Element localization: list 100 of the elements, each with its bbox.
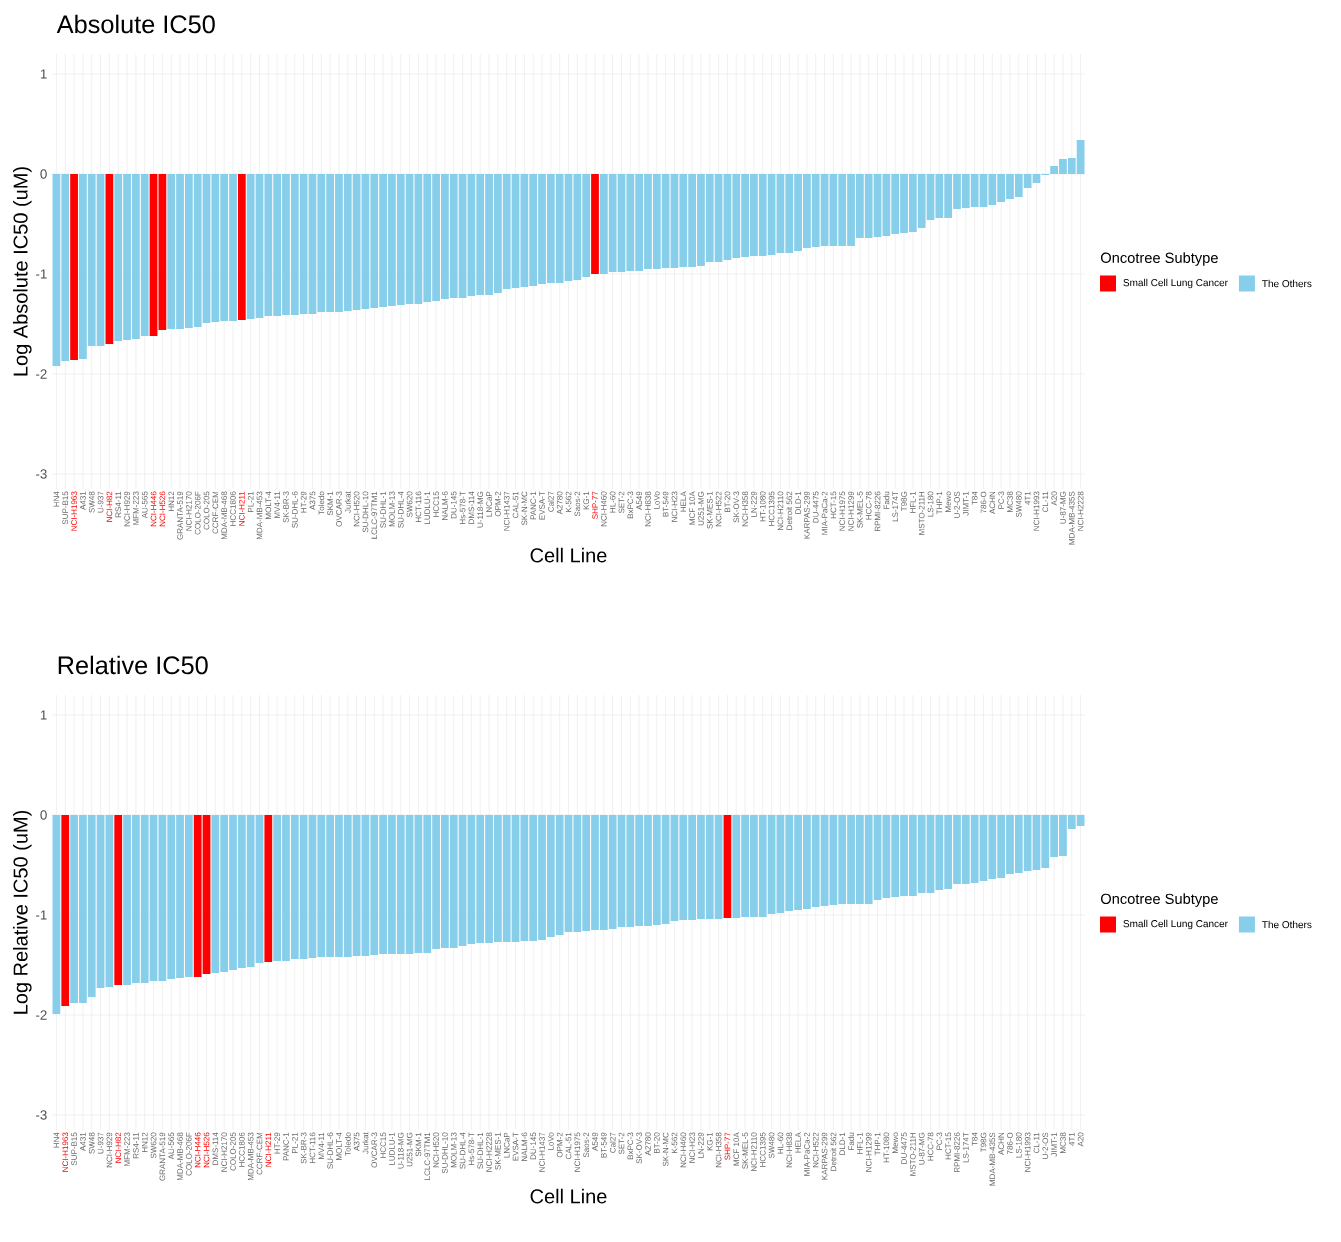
y-tick-label: -1 (36, 269, 47, 279)
x-tick-label: HN12 (141, 1132, 148, 1153)
x-tick-label: EVSA-T (539, 491, 545, 520)
x-tick-label: HT-29 (300, 491, 307, 513)
x-tick-label: PANC-1 (283, 1132, 289, 1161)
x-tick-label: MDA-MB-435S (989, 1132, 996, 1186)
x-tick-label: DLD-1 (795, 491, 801, 514)
x-tick-label: SU-DHL-6 (291, 491, 298, 528)
x-tick-label: CCRF-CEM (212, 491, 219, 534)
x-tick-label: RS4-11 (133, 1132, 139, 1159)
x-tick-label: A431 (80, 491, 86, 510)
x-tick-label: LUDLU-1 (389, 1132, 395, 1165)
x-tick-label: HCC1806 (230, 491, 236, 526)
x-tick-label: 786-O (1007, 1132, 1013, 1155)
x-tick-label: DMS-114 (212, 1132, 219, 1165)
x-tick-label: NCI-H358 (742, 491, 748, 527)
x-tick-label: SU-DHL-4 (459, 1132, 466, 1169)
x-tick-label: SU-DHL-10 (442, 1132, 448, 1174)
x-tick-label: SHP-77 (592, 491, 598, 519)
x-tick-label: SUP-B15 (62, 491, 69, 525)
x-tick-label: RS4-11 (115, 491, 122, 518)
x-tick-label: AU-565 (168, 1132, 175, 1160)
x-tick-label: HT-1080 (759, 491, 766, 522)
x-tick-label: NCI-H526 (203, 1132, 210, 1168)
x-tick-label: HN4 (53, 491, 60, 507)
x-tick-label: MDA-MB-468 (221, 491, 228, 540)
x-tick-label: MSTO-211H (918, 491, 925, 535)
x-tick-label: MSTO-211H (910, 1132, 916, 1176)
x-tick-label: SKM-1 (327, 491, 333, 516)
x-tick-label: THP-1 (874, 1132, 881, 1156)
x-tick-label: NALM-6 (442, 491, 448, 520)
x-tick-label: LN-229 (751, 491, 757, 517)
x-tick-label: NCI-H2228 (486, 1132, 492, 1172)
x-axis-title: Cell Line (530, 1188, 607, 1204)
x-tick-label: NCI-H211 (265, 1132, 272, 1167)
x-tick-label: SK-OV-3 (733, 491, 740, 523)
chart-title: Absolute IC50 (56, 14, 215, 34)
y-axis-title: Log Relative IC50 (uM) (12, 810, 32, 1014)
x-tick-label: KARPAS-299 (804, 491, 810, 539)
x-tick-label: MIA-PaCa-2 (804, 1132, 810, 1176)
x-tick-label: BT-549 (662, 491, 669, 517)
x-tick-label: Fadu (848, 1132, 854, 1150)
x-tick-label: SK-BR-3 (283, 491, 289, 523)
x-tick-label: BT-20 (653, 1132, 660, 1153)
x-tick-label: T84 (971, 491, 978, 505)
x-tick-label: Toledo (318, 491, 325, 515)
x-tick-label: HELA (680, 491, 687, 512)
x-tick-label: SK-BR-3 (300, 1132, 307, 1164)
x-tick-label: COLO-205 (203, 491, 210, 530)
x-tick-label: SET-2 (618, 1132, 625, 1155)
x-tick-label: SET-2 (618, 491, 625, 514)
x-tick-label: MFM-223 (133, 491, 139, 525)
x-tick-label: U-87-MG (918, 1132, 925, 1165)
bar (591, 173, 599, 274)
x-tick-label: NCI-H1963 (71, 491, 77, 531)
x-tick-label: PC-3 (998, 491, 1004, 509)
x-tick-label: NCI-H2170 (186, 491, 192, 531)
x-tick-label: HCT-116 (309, 1132, 316, 1164)
x-tick-label: MOLM-13 (450, 1132, 457, 1168)
x-tick-label: PANC-1 (530, 491, 537, 520)
x-tick-label: SU-DHL-1 (477, 1132, 484, 1169)
y-tick-label: -1 (36, 910, 47, 920)
x-tick-label: A431 (80, 1132, 86, 1151)
x-tick-label: JIMT-1 (963, 491, 969, 516)
x-tick-label: HCC1395 (759, 1132, 766, 1167)
x-tick-label: HT-29 (274, 1132, 280, 1154)
x-tick-label: KARPAS-299 (821, 1132, 828, 1180)
x-tick-label: NCI-H1975 (574, 1132, 581, 1172)
x-tick-label: SK-N-MC (521, 491, 528, 526)
x-tick-label: NCI-H838 (645, 491, 651, 527)
x-tick-label: SK-MEL-5 (857, 491, 863, 528)
x-tick-label: U251-MG (406, 1132, 413, 1167)
x-tick-label: MOLM-13 (389, 491, 395, 527)
x-tick-label: SW48 (88, 1132, 95, 1154)
x-tick-label: NALM-6 (521, 1132, 528, 1161)
x-tick-label: PL-21 (292, 1132, 298, 1153)
x-tick-label: A20 (1051, 491, 1057, 506)
x-tick-label: CL-11 (1042, 491, 1049, 513)
x-tick-label: DMS-114 (468, 491, 475, 524)
x-tick-label: CAL-51 (512, 491, 519, 518)
x-tick-label: K-562 (565, 491, 572, 512)
x-tick-label: NCI-H526 (159, 491, 166, 527)
x-tick-label: JIMT-1 (1051, 1132, 1057, 1157)
x-tick-label: MDA-MB-453 (256, 491, 263, 540)
x-tick-label: EVSA-T (512, 1132, 519, 1161)
x-tick-label: HFL-1 (857, 1132, 863, 1154)
x-tick-label: RPMI-8226 (874, 491, 881, 532)
x-tick-label: NCI-H520 (433, 1132, 439, 1168)
y-tick-label: -2 (36, 369, 47, 379)
x-tick-label: BT-549 (601, 1132, 607, 1158)
chart-title: Relative IC50 (58, 655, 208, 675)
x-tick-label: SW48 (88, 491, 95, 513)
x-tick-label: MDA-MB-453 (247, 1132, 254, 1181)
x-tick-label: T98G (980, 1132, 987, 1153)
x-tick-label: Detroit 562 (830, 1132, 837, 1171)
x-tick-label: MIA-PaCa-2 (821, 491, 828, 535)
x-tick-label: NCI-H2110 (777, 491, 784, 531)
x-tick-label: HL-60 (777, 1132, 784, 1154)
x-tick-label: NCI-H1299 (848, 491, 854, 531)
x-tick-label: NCI-H23 (671, 491, 678, 522)
